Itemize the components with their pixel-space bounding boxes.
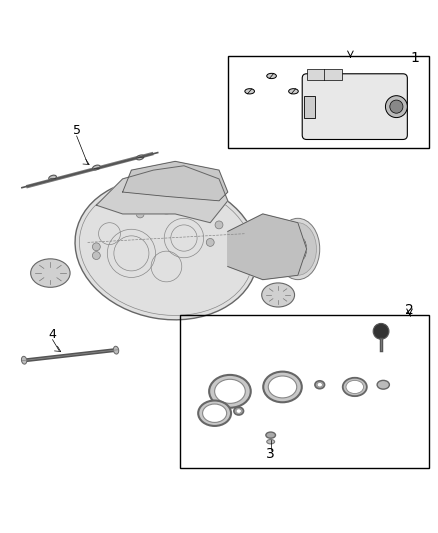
Ellipse shape bbox=[31, 259, 70, 287]
Circle shape bbox=[136, 210, 144, 218]
Ellipse shape bbox=[346, 381, 364, 393]
Circle shape bbox=[206, 238, 214, 246]
Circle shape bbox=[92, 252, 100, 260]
Circle shape bbox=[373, 324, 389, 339]
FancyBboxPatch shape bbox=[302, 74, 407, 140]
Ellipse shape bbox=[266, 432, 276, 438]
Circle shape bbox=[92, 243, 100, 251]
Polygon shape bbox=[228, 214, 307, 280]
Ellipse shape bbox=[202, 404, 227, 423]
Ellipse shape bbox=[49, 175, 57, 180]
Ellipse shape bbox=[343, 378, 367, 396]
Ellipse shape bbox=[279, 223, 316, 275]
Bar bbox=[228, 56, 429, 148]
Ellipse shape bbox=[268, 376, 297, 398]
Ellipse shape bbox=[136, 155, 144, 160]
Bar bbox=[307, 69, 342, 80]
Ellipse shape bbox=[234, 407, 244, 415]
Bar bbox=[180, 314, 429, 468]
Ellipse shape bbox=[209, 375, 251, 408]
Ellipse shape bbox=[236, 409, 241, 413]
Circle shape bbox=[385, 96, 407, 118]
Bar bbox=[304, 96, 315, 118]
Ellipse shape bbox=[276, 219, 320, 280]
Text: 4: 4 bbox=[49, 328, 57, 341]
Circle shape bbox=[215, 221, 223, 229]
Ellipse shape bbox=[289, 88, 298, 94]
Ellipse shape bbox=[289, 236, 307, 262]
Ellipse shape bbox=[267, 440, 275, 444]
Text: 5: 5 bbox=[73, 124, 81, 137]
Ellipse shape bbox=[21, 357, 27, 364]
Ellipse shape bbox=[198, 400, 231, 426]
Ellipse shape bbox=[377, 381, 389, 389]
Ellipse shape bbox=[113, 346, 119, 354]
Ellipse shape bbox=[75, 178, 258, 320]
Circle shape bbox=[162, 206, 170, 214]
Ellipse shape bbox=[263, 372, 302, 402]
Ellipse shape bbox=[315, 381, 325, 389]
Text: 3: 3 bbox=[266, 447, 275, 461]
Ellipse shape bbox=[267, 74, 276, 78]
Text: 2: 2 bbox=[405, 303, 414, 317]
Ellipse shape bbox=[317, 383, 322, 387]
Polygon shape bbox=[96, 166, 228, 223]
Ellipse shape bbox=[261, 283, 294, 307]
Polygon shape bbox=[123, 161, 228, 201]
Ellipse shape bbox=[215, 379, 245, 403]
Circle shape bbox=[390, 100, 403, 113]
Text: 1: 1 bbox=[411, 51, 420, 65]
Ellipse shape bbox=[245, 88, 254, 94]
Ellipse shape bbox=[92, 165, 100, 170]
